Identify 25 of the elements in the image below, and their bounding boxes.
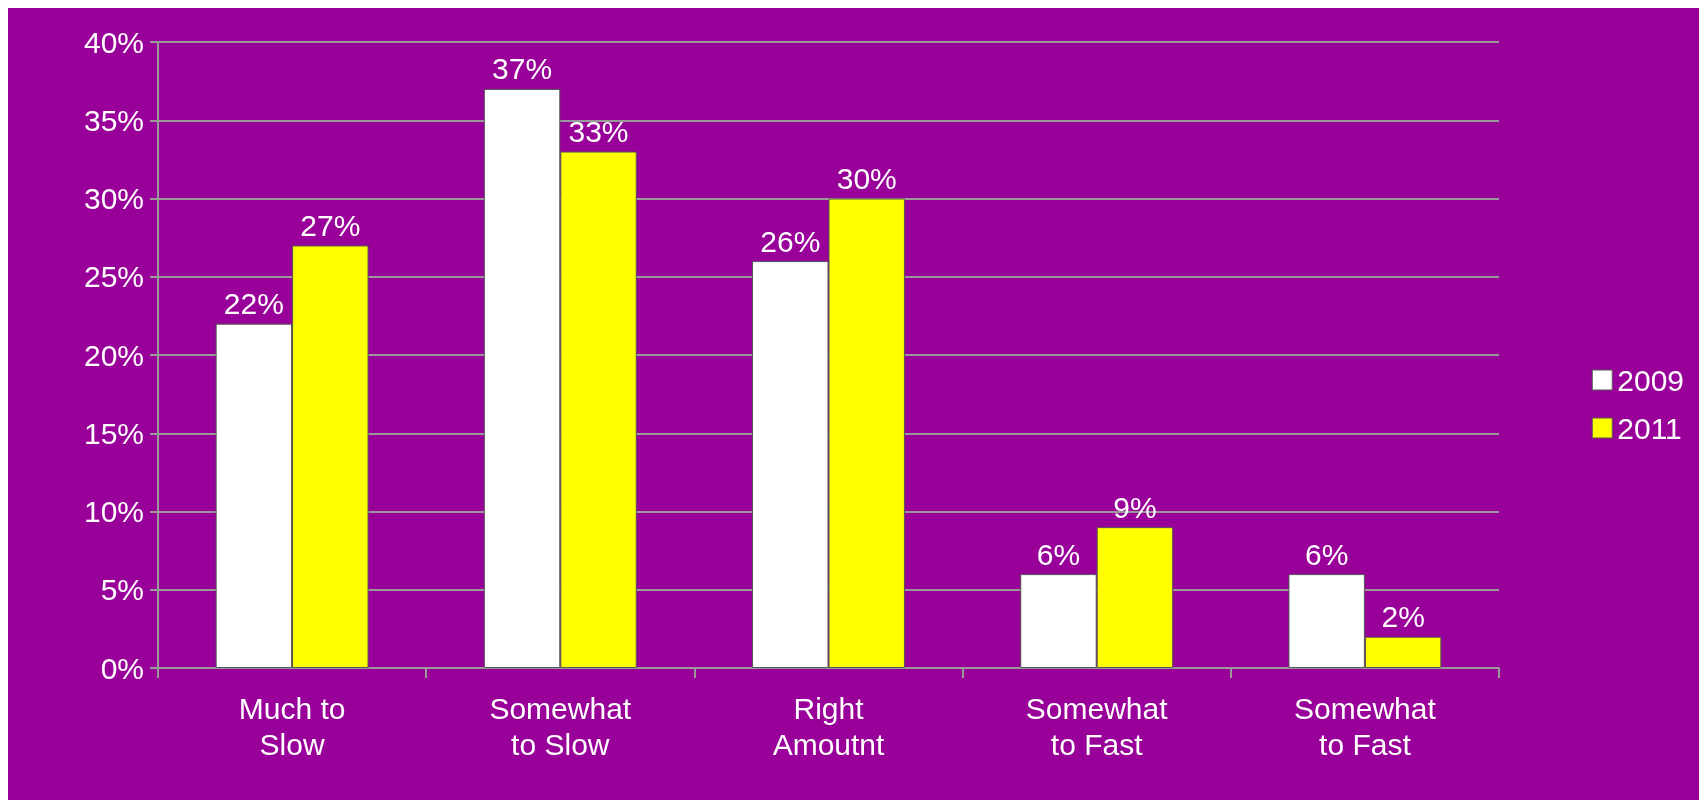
data-label: 37% <box>492 52 553 86</box>
data-label: 26% <box>760 224 821 258</box>
data-label: 30% <box>836 162 897 195</box>
y-tick-label: 0% <box>100 651 144 685</box>
data-label: 2% <box>1381 600 1425 634</box>
y-tick-label: 5% <box>100 573 144 607</box>
y-tick-label: 15% <box>83 416 144 450</box>
x-tick-label: Much to Slow <box>238 691 346 761</box>
x-tick-label: Somewhat to Fast <box>1025 691 1169 761</box>
data-label: 22% <box>223 287 284 321</box>
y-tick-label: 20% <box>83 338 144 372</box>
legend-label: 2009 <box>1617 363 1685 397</box>
data-label: 6% <box>1036 537 1081 571</box>
data-label: 33% <box>568 115 629 149</box>
y-tick-label: 25% <box>83 260 144 294</box>
x-tick-label: Somewhat to Slow <box>489 691 632 761</box>
data-label: 27% <box>300 208 361 242</box>
y-tick-label: 30% <box>83 182 144 215</box>
legend-label: 2011 <box>1617 411 1682 445</box>
x-tick-label: Somewhat to Fast <box>1294 691 1437 761</box>
data-label: 6% <box>1305 537 1349 571</box>
y-tick-label: 40% <box>83 25 144 59</box>
y-tick-label: 10% <box>83 495 144 528</box>
x-tick-label: Right Amoutnt <box>772 691 886 761</box>
y-tick-label: 35% <box>83 103 144 137</box>
